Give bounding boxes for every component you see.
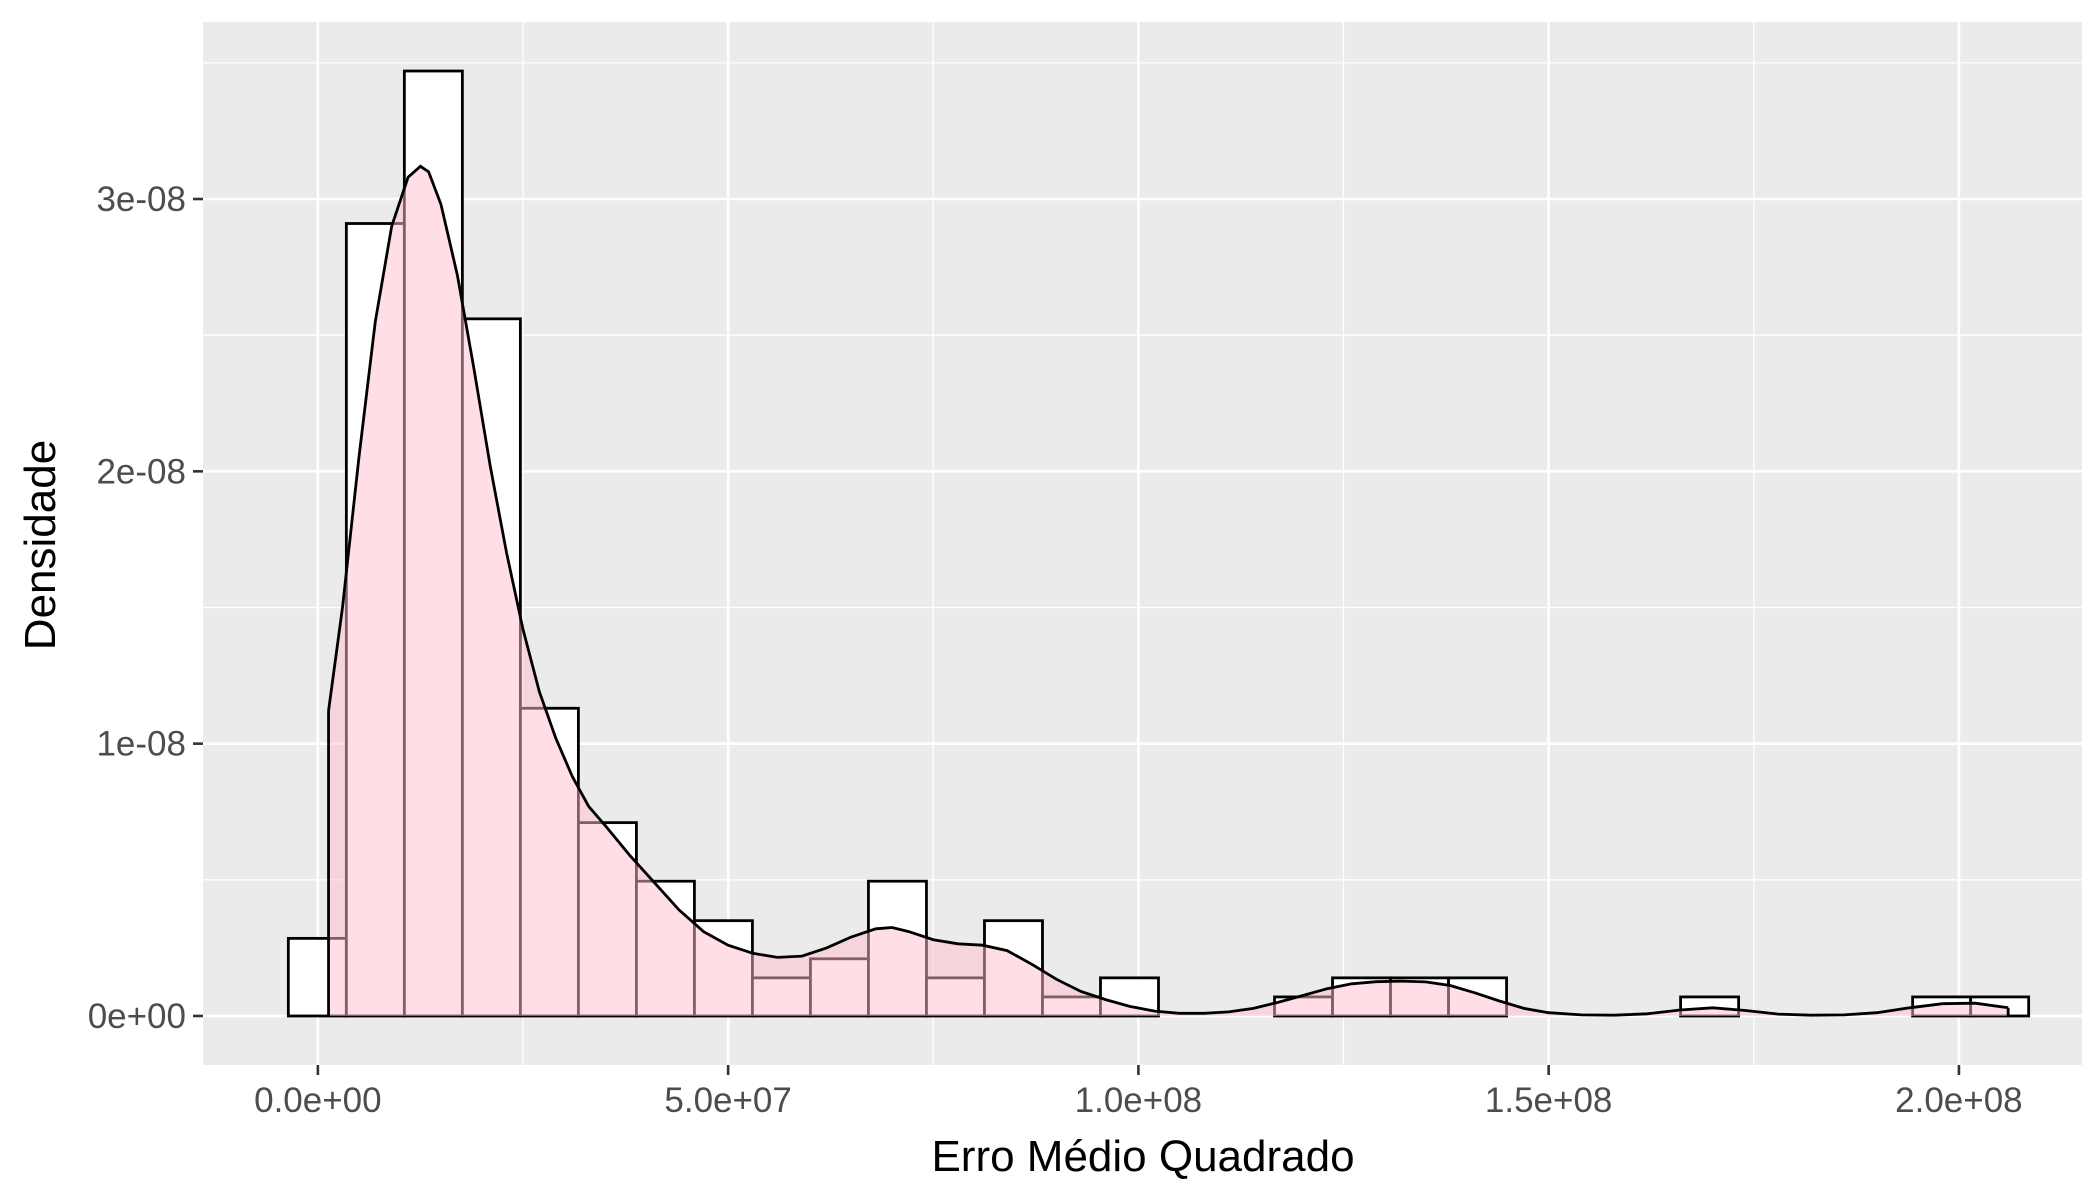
- y-axis-ticks: 0e+00 1e-08 2e-08 3e-08: [88, 180, 203, 1036]
- y-tick-label: 3e-08: [96, 180, 186, 219]
- minor-gridlines: [203, 22, 2082, 1065]
- x-tick-label: 5.0e+07: [664, 1081, 792, 1120]
- x-tick-label: 1.5e+08: [1485, 1081, 1613, 1120]
- y-tick-label: 1e-08: [96, 725, 186, 764]
- y-tick-label: 2e-08: [96, 452, 186, 491]
- x-tick-label: 1.0e+08: [1075, 1081, 1203, 1120]
- density-curve-layer: [327, 164, 2010, 1017]
- x-axis-title: Erro Médio Quadrado: [931, 1132, 1354, 1181]
- x-tick-label: 0.0e+00: [254, 1081, 382, 1120]
- density-line: [327, 164, 2009, 1017]
- y-tick-label: 0e+00: [88, 997, 186, 1036]
- y-axis-title: Densidade: [16, 440, 65, 650]
- density-area: [328, 166, 2009, 1017]
- x-tick-label: 2.0e+08: [1895, 1081, 2023, 1120]
- x-axis-ticks: 0.0e+00 5.0e+07 1.0e+08 1.5e+08 2.0e+08: [254, 1065, 2023, 1120]
